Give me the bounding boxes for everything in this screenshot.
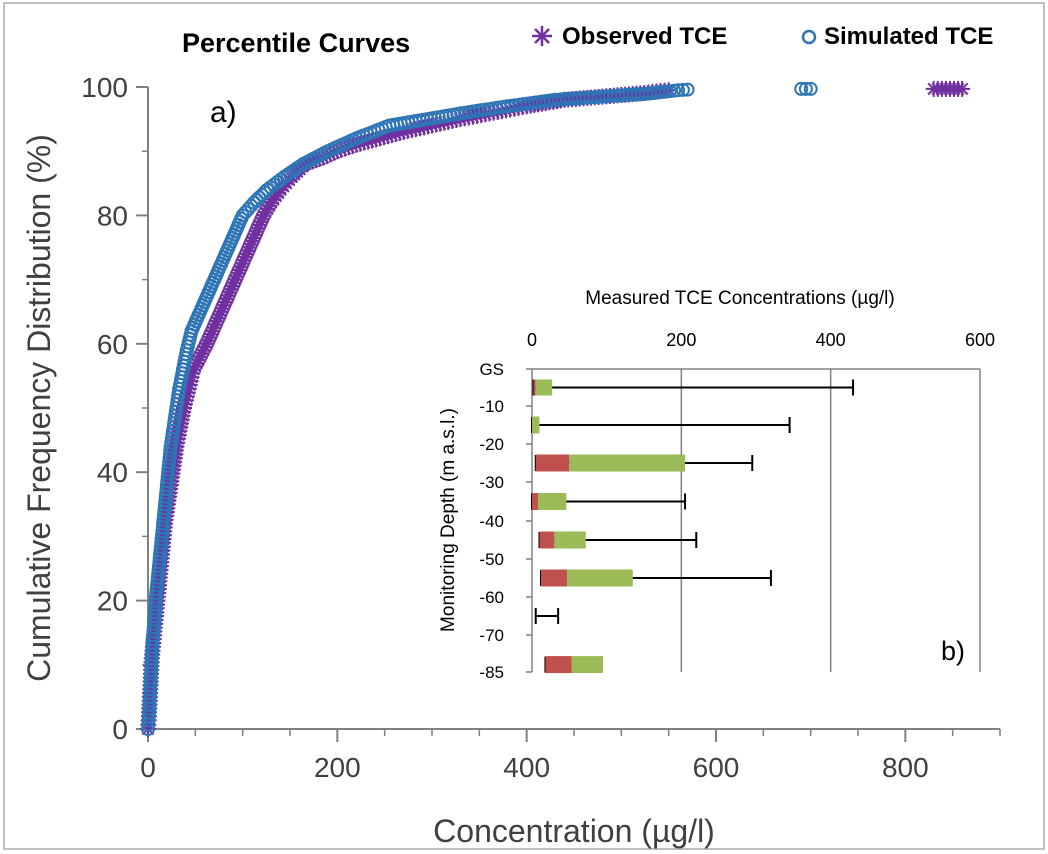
x-tick-label: 400 (503, 752, 550, 783)
panel-b-y-tick-label: -50 (479, 550, 504, 569)
panel-b-bar-upper (537, 493, 567, 510)
panel-a-y-axis-title: Cumulative Frequency Distribution (%) (21, 134, 57, 682)
x-tick-label: 200 (314, 752, 361, 783)
panel-a-x-ticks: 0 200 400 600 800 (140, 729, 1001, 783)
panel-b-x-tick-label: 200 (666, 330, 696, 350)
panel-b-bar-upper (554, 531, 586, 549)
x-tick-label: 600 (693, 752, 740, 783)
panel-a-x-axis-title: Concentration (µg/l) (433, 813, 715, 849)
panel-b-bar-lower (535, 454, 570, 472)
panel-a-chart: 0 20 40 60 80 100 0 200 400 600 800 Percentile Cu… (21, 23, 1001, 849)
panel-b-x-ticks: 0 200 400 600 (527, 330, 995, 350)
panel-b-bars (531, 379, 855, 674)
panel-a-title: Percentile Curves (182, 28, 410, 58)
panel-b-chart: 0 200 400 600 GS -10 -20 -30 -40 -50 -60 -70 -85 Me… (438, 288, 995, 682)
y-tick-label: 20 (97, 586, 128, 617)
panel-b-y-tick-label: -30 (479, 473, 504, 492)
x-tick-label: 800 (882, 752, 929, 783)
panel-b-y-tick-label: -70 (479, 626, 504, 645)
panel-b-bar-lower (545, 656, 572, 674)
panel-b-y-tick-label: -60 (479, 588, 504, 607)
panel-b-y-tick-label: -20 (479, 435, 504, 454)
panel-b-y-tick-label: -85 (479, 663, 504, 682)
panel-b-y-tick-label: GS (479, 360, 504, 379)
panel-b-bar-upper (569, 454, 686, 472)
simulated-point (803, 81, 818, 96)
panel-b-label: b) (941, 636, 965, 666)
panel-b-bar-upper (535, 379, 553, 396)
simulated-point (675, 82, 690, 97)
figure-frame (3, 2, 1045, 850)
y-tick-label: 100 (81, 72, 128, 103)
legend-observed-marker (532, 26, 552, 46)
panel-b-y-tick-label: -40 (479, 512, 504, 531)
panel-b-bar-upper (567, 569, 633, 587)
legend-observed-label: Observed TCE (562, 23, 727, 50)
panel-b-gridlines (680, 369, 981, 672)
panel-b-bar-lower (540, 569, 568, 587)
simulated-point (680, 82, 695, 97)
panel-b-y-ticks: GS -10 -20 -30 -40 -50 -60 -70 -85 (479, 360, 532, 682)
panel-b-bar-upper (571, 656, 603, 674)
panel-b-bar-upper (532, 416, 540, 434)
observed-point (954, 80, 971, 97)
panel-b-y-tick-label: -10 (479, 397, 504, 416)
panel-a-y-ticks: 0 20 40 60 80 100 (81, 72, 148, 745)
y-tick-label: 40 (97, 457, 128, 488)
simulated-point (798, 81, 813, 96)
panel-b-y-axis-title: Monitoring Depth (m a.s.l.) (438, 408, 459, 632)
panel-a-series (140, 80, 971, 737)
panel-b-background (532, 335, 980, 675)
panel-a-label: a) (210, 96, 237, 129)
panel-b-bar-lower (533, 379, 536, 396)
legend-simulated-label: Simulated TCE (824, 23, 993, 50)
simulated-point (794, 81, 809, 96)
x-tick-label: 0 (140, 752, 156, 783)
simulated-point (671, 83, 686, 98)
legend: Observed TCE Simulated TCE (532, 23, 993, 50)
legend-simulated-marker (801, 29, 817, 45)
panel-b-x-axis-title: Measured TCE Concentrations (µg/l) (585, 288, 894, 309)
panel-b-x-tick-label: 600 (965, 330, 995, 350)
panel-b-x-tick-label: 400 (816, 330, 846, 350)
y-tick-label: 80 (97, 200, 128, 231)
panel-b-bar-lower (532, 493, 538, 510)
y-tick-label: 0 (112, 714, 128, 745)
panel-b-x-tick-label: 0 (527, 330, 537, 350)
panel-b-bar-lower (539, 531, 555, 549)
y-tick-label: 60 (97, 329, 128, 360)
